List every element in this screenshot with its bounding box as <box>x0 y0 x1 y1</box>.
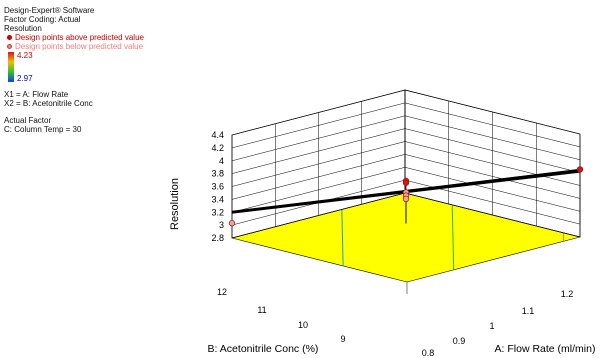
x-tick-label: 1 <box>489 321 494 331</box>
x2-label: X2 = B: Acetonitrile Conc <box>4 99 93 108</box>
z-gridline <box>231 102 581 149</box>
x-tick-label: 1.1 <box>522 306 535 316</box>
z-tick-label: 3.2 <box>211 207 224 217</box>
label-layer: 2.8 3 3.2 3.4 3.6 3.8 4 4.2 4.4 9 10 11 12 0.8 0.9 1 1.1… <box>169 130 595 358</box>
z-gridline <box>231 89 581 136</box>
gradient-min-label: 2.97 <box>17 74 33 83</box>
x-axis-title: A: Flow Rate (ml/min) <box>495 343 596 355</box>
y-tick-label: 11 <box>257 305 266 315</box>
z-gridline <box>231 128 581 174</box>
above-dot-icon <box>7 35 12 40</box>
design-point-below <box>402 195 410 203</box>
design-point-below <box>228 220 236 227</box>
legend-below: Design points below predicted value <box>4 42 144 51</box>
z-tick-label: 3 <box>219 220 224 230</box>
contour-line <box>451 204 455 270</box>
below-dot-icon <box>7 44 12 49</box>
z-tick-label: 2.8 <box>211 233 224 243</box>
z-tick-label: 3.4 <box>211 194 224 204</box>
actual-factor-value: C: Column Temp = 30 <box>4 125 82 134</box>
y-tick-label: 10 <box>298 320 308 330</box>
color-scale: 4.23 2.97 <box>8 51 144 83</box>
x-tick-label: 0.9 <box>453 336 466 346</box>
z-tick-label: 4.4 <box>211 130 224 140</box>
z-tick-label: 3.8 <box>211 169 224 179</box>
gradient-max-label: 4.23 <box>17 51 33 60</box>
x-tick-label: 0.8 <box>422 348 435 358</box>
legend-below-label: Design points below predicted value <box>15 42 144 51</box>
info-panel: Design-Expert® Software Factor Coding: A… <box>4 6 144 134</box>
software-label: Design-Expert® Software <box>4 6 95 15</box>
y-axis-title: B: Acetonitrile Conc (%) <box>208 343 319 355</box>
legend-above: Design points above predicted value <box>4 33 144 42</box>
response-label: Resolution <box>4 24 42 33</box>
y-tick-label: 9 <box>340 334 345 344</box>
y-tick-label: 12 <box>217 287 227 297</box>
contour-line <box>341 209 344 266</box>
design-point-above <box>576 166 584 173</box>
actual-factor-title: Actual Factor <box>4 116 52 125</box>
z-tick-label: 4.2 <box>211 143 224 153</box>
z-axis-title: Resolution <box>169 178 181 230</box>
z-gridline <box>231 115 581 162</box>
color-gradient-bar <box>8 52 14 82</box>
x1-label: X1 = A: Flow Rate <box>4 90 69 99</box>
design-point-above <box>402 179 410 186</box>
z-tick-label: 3.6 <box>211 182 224 192</box>
legend-above-label: Design points above predicted value <box>15 33 144 42</box>
z-tick-label: 4 <box>219 156 224 166</box>
x-tick-label: 1.2 <box>561 289 574 299</box>
factor-coding-label: Factor Coding: Actual <box>4 15 81 24</box>
points-layer <box>228 166 584 227</box>
